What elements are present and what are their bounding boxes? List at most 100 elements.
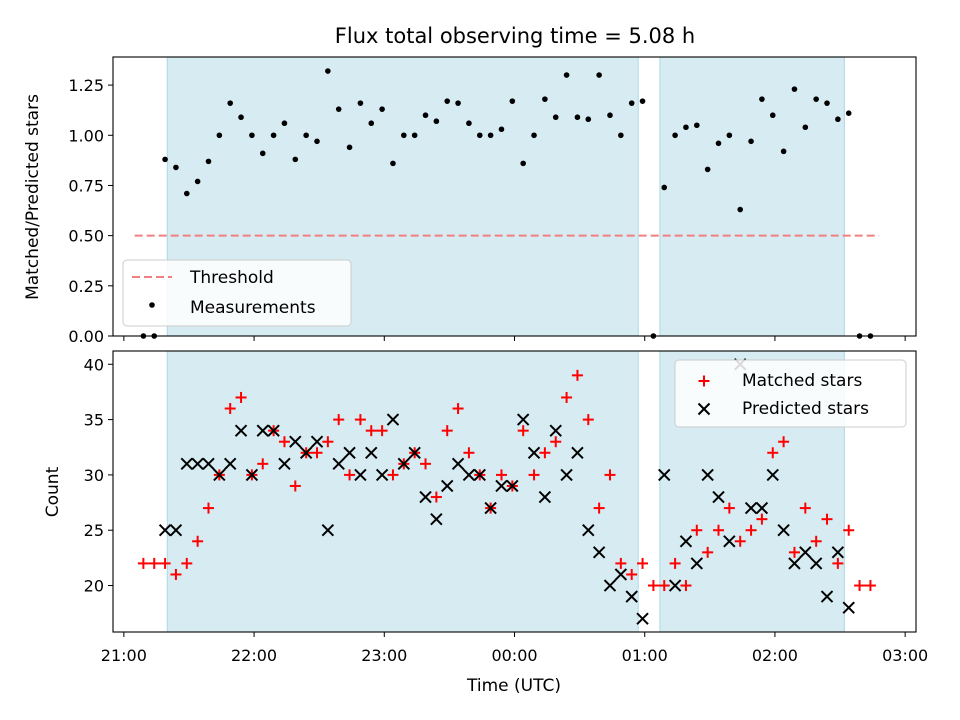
matched-star-point xyxy=(235,391,247,403)
predicted-star-point xyxy=(592,546,606,559)
matched-star-point xyxy=(333,414,345,426)
matched-star-point xyxy=(810,535,822,547)
predicted-star-point xyxy=(701,468,714,482)
measurement-point xyxy=(737,206,744,213)
y-tick-label: 35 xyxy=(84,411,104,430)
predicted-star-point xyxy=(462,468,476,482)
y-tick-label: 20 xyxy=(84,577,104,596)
measurement-point xyxy=(444,98,451,104)
predicted-star-point xyxy=(310,435,324,448)
measurement-point xyxy=(596,72,602,78)
predicted-star-point xyxy=(223,457,237,471)
measurement-point xyxy=(379,106,385,112)
predicted-star-point xyxy=(397,457,411,471)
matched-star-point xyxy=(680,580,692,592)
measurement-point xyxy=(574,114,581,121)
matched-star-point xyxy=(854,580,866,592)
measurement-point xyxy=(683,124,689,131)
measurement-point xyxy=(162,156,168,163)
measurement-point xyxy=(520,160,526,167)
measurement-point xyxy=(183,190,190,197)
measurement-point xyxy=(661,184,668,191)
predicted-star-point xyxy=(213,468,226,482)
matched-star-point xyxy=(528,469,540,481)
top-axes-frame xyxy=(112,56,917,337)
measurement-point xyxy=(618,132,624,139)
measurement-point xyxy=(281,120,288,127)
top-axes: 0.00 0.25 0.50 0.75 1.00 1.25 Threshold Measure… xyxy=(68,56,917,346)
predicted-star-point xyxy=(636,612,649,625)
measurement-point xyxy=(769,112,776,119)
matched-star-point xyxy=(495,469,507,481)
matched-star-point xyxy=(192,535,204,547)
measurement-point xyxy=(835,116,841,123)
matched-star-point xyxy=(864,580,876,592)
matched-star-point xyxy=(224,403,236,415)
predicted-star-point xyxy=(560,468,573,482)
matched-star-point xyxy=(778,436,790,448)
matched-star-point xyxy=(713,524,725,536)
measurement-point xyxy=(422,112,429,119)
measurement-point xyxy=(791,86,798,92)
matched-star-point xyxy=(745,524,757,536)
y-tick-label: 1.25 xyxy=(68,76,104,95)
bottom-axes-frame xyxy=(112,350,917,633)
measurement-point xyxy=(346,144,353,151)
predicted-star-point xyxy=(538,490,552,504)
measurement-point xyxy=(314,138,320,145)
predicted-star-point xyxy=(158,524,172,537)
matched-star-point xyxy=(821,513,833,525)
measurement-point xyxy=(802,124,809,131)
y-tick-label: 0.75 xyxy=(68,176,104,195)
measurement-point xyxy=(672,132,678,139)
measurement-point xyxy=(552,114,559,121)
matched-star-point xyxy=(723,502,735,514)
measurement-point xyxy=(607,112,613,119)
matched-star-point xyxy=(669,557,681,569)
matched-star-point xyxy=(593,502,605,514)
predicted-star-point xyxy=(245,468,259,482)
matched-star-point xyxy=(550,436,562,448)
measurement-point xyxy=(335,106,342,112)
matched-star-point xyxy=(734,535,746,547)
matched-star-point xyxy=(517,425,529,437)
matched-star-point xyxy=(788,546,800,558)
predicted-star-point xyxy=(289,435,302,448)
predicted-star-point xyxy=(299,446,313,459)
predicted-star-point xyxy=(723,535,736,548)
predicted-star-point xyxy=(354,468,367,482)
y-tick-label: 25 xyxy=(84,521,104,540)
measurement-point xyxy=(216,132,223,139)
measurement-point xyxy=(509,98,516,104)
shaded-span xyxy=(659,56,845,337)
predicted-star-point xyxy=(603,579,617,592)
matched-star-point xyxy=(365,425,377,437)
predicted-star-point xyxy=(625,590,638,603)
matched-star-point xyxy=(289,480,301,492)
top-ylabel: Matched/Predicted stars xyxy=(23,94,43,300)
predicted-star-point xyxy=(180,457,193,471)
matched-star-point xyxy=(539,447,551,459)
matched-star-point xyxy=(322,436,334,448)
predicted-star-point xyxy=(582,524,595,537)
matched-star-point xyxy=(691,524,703,536)
x-tick-label: 00:00 xyxy=(491,646,537,665)
top-legend: Threshold Measurements xyxy=(122,259,352,327)
measurement-point xyxy=(628,100,635,106)
measurement-point xyxy=(542,96,548,102)
predicted-legend-label: Predicted stars xyxy=(742,399,869,419)
predicted-star-point xyxy=(375,468,389,482)
predicted-star-point xyxy=(386,413,400,426)
predicted-star-point xyxy=(365,446,378,459)
predicted-star-point xyxy=(679,535,693,548)
predicted-star-point xyxy=(809,557,823,570)
predicted-star-point xyxy=(408,446,421,459)
measurement-point xyxy=(173,164,179,171)
x-tick-label: 02:00 xyxy=(752,646,798,665)
measurement-point xyxy=(748,138,754,145)
measurement-point xyxy=(704,166,711,173)
matched-star-point xyxy=(387,469,399,481)
bottom-axes: 20 25 30 35 40 21:00 22:00 23:00 00:00 01:00 02:00… xyxy=(84,350,928,665)
y-tick-label: 0.25 xyxy=(68,277,104,296)
predicted-star-point xyxy=(343,446,356,459)
